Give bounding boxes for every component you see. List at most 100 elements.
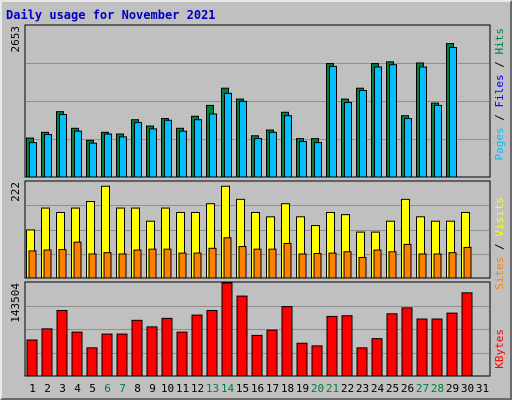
sites-bar-13 bbox=[208, 247, 217, 279]
files-bar-21 bbox=[329, 65, 337, 178]
kbytes-bar-22 bbox=[341, 315, 353, 377]
sites-bar-19 bbox=[298, 253, 307, 279]
kbytes-bar-9 bbox=[146, 326, 158, 377]
sites-bar-6 bbox=[103, 252, 112, 279]
sites-bar-23 bbox=[358, 256, 367, 279]
kbytes-bar-26 bbox=[401, 307, 413, 377]
y-max-label-1: 2653 bbox=[9, 26, 22, 53]
sites-bar-11 bbox=[178, 252, 187, 279]
legend-sites: Sites bbox=[493, 257, 506, 290]
files-bar-4 bbox=[74, 130, 82, 178]
kbytes-bar-29 bbox=[446, 312, 458, 377]
sites-bar-17 bbox=[268, 248, 277, 279]
x-tick-label-28: 28 bbox=[431, 382, 444, 395]
files-bar-20 bbox=[314, 142, 322, 178]
legend-kbytes: KBytes bbox=[493, 329, 506, 369]
legend-1: Pages / Files / Hits bbox=[493, 28, 506, 161]
x-tick-label-2: 2 bbox=[44, 382, 51, 395]
sites-bar-30 bbox=[463, 246, 472, 279]
x-tick-label-5: 5 bbox=[89, 382, 96, 395]
sites-bar-20 bbox=[313, 253, 322, 279]
files-bar-3 bbox=[59, 114, 67, 178]
x-tick-label-10: 10 bbox=[161, 382, 174, 395]
legend-separator: / bbox=[493, 237, 506, 257]
x-tick-label-9: 9 bbox=[149, 382, 156, 395]
x-tick-label-3: 3 bbox=[59, 382, 66, 395]
kbytes-bar-30 bbox=[461, 292, 473, 377]
sites-bar-26 bbox=[403, 243, 412, 279]
kbytes-bar-19 bbox=[296, 342, 308, 377]
files-bar-6 bbox=[104, 133, 112, 178]
sites-bar-15 bbox=[238, 246, 247, 279]
x-tick-label-17: 17 bbox=[266, 382, 279, 395]
kbytes-bar-16 bbox=[251, 334, 263, 377]
kbytes-bar-24 bbox=[371, 338, 383, 377]
sites-bar-3 bbox=[58, 249, 67, 279]
kbytes-bar-13 bbox=[206, 309, 218, 377]
files-bar-2 bbox=[44, 134, 52, 178]
chart-title: Daily usage for November 2021 bbox=[6, 8, 216, 22]
kbytes-bar-11 bbox=[176, 331, 188, 377]
kbytes-bar-17 bbox=[266, 329, 278, 377]
kbytes-bar-10 bbox=[161, 317, 173, 377]
y-max-label-2: 222 bbox=[9, 182, 22, 202]
files-bar-15 bbox=[239, 100, 247, 178]
files-bar-12 bbox=[194, 119, 202, 178]
x-tick-label-30: 30 bbox=[461, 382, 474, 395]
sites-bar-12 bbox=[193, 252, 202, 279]
legend-2: Sites / Visits bbox=[493, 197, 506, 290]
sites-bar-10 bbox=[163, 248, 172, 279]
files-bar-16 bbox=[254, 138, 262, 178]
x-tick-label-18: 18 bbox=[281, 382, 294, 395]
x-tick-label-26: 26 bbox=[401, 382, 414, 395]
files-bar-22 bbox=[344, 102, 352, 178]
files-bar-5 bbox=[89, 142, 97, 178]
kbytes-bar-20 bbox=[311, 345, 323, 377]
sites-bar-1 bbox=[28, 250, 37, 279]
files-bar-14 bbox=[224, 92, 232, 178]
sites-bar-27 bbox=[418, 253, 427, 279]
kbytes-bar-8 bbox=[131, 319, 143, 377]
x-tick-label-15: 15 bbox=[236, 382, 249, 395]
files-bar-17 bbox=[269, 131, 277, 178]
kbytes-bar-12 bbox=[191, 314, 203, 377]
kbytes-bar-3 bbox=[56, 309, 68, 377]
kbytes-bar-27 bbox=[416, 318, 428, 377]
legend-pages: Pages bbox=[493, 127, 506, 160]
files-bar-10 bbox=[164, 119, 172, 178]
files-bar-11 bbox=[179, 130, 187, 178]
sites-bar-18 bbox=[283, 242, 292, 279]
kbytes-bar-25 bbox=[386, 313, 398, 377]
legend-3: KBytes bbox=[493, 329, 506, 369]
x-tick-label-25: 25 bbox=[386, 382, 399, 395]
legend-files: Files bbox=[493, 74, 506, 107]
kbytes-bar-7 bbox=[116, 333, 128, 377]
files-bar-27 bbox=[419, 66, 427, 178]
files-bar-19 bbox=[299, 140, 307, 178]
x-tick-label-7: 7 bbox=[119, 382, 126, 395]
kbytes-bar-21 bbox=[326, 315, 338, 377]
x-tick-label-27: 27 bbox=[416, 382, 429, 395]
files-bar-7 bbox=[119, 136, 127, 178]
x-tick-label-13: 13 bbox=[206, 382, 219, 395]
x-tick-label-8: 8 bbox=[134, 382, 141, 395]
x-tick-label-16: 16 bbox=[251, 382, 264, 395]
legend-visits: Visits bbox=[493, 197, 506, 237]
kbytes-bar-1 bbox=[26, 339, 38, 377]
kbytes-bar-14 bbox=[221, 282, 233, 377]
x-tick-label-1: 1 bbox=[29, 382, 36, 395]
x-tick-label-4: 4 bbox=[74, 382, 81, 395]
files-bar-9 bbox=[149, 128, 157, 178]
files-bar-26 bbox=[404, 118, 412, 178]
sites-bar-22 bbox=[343, 251, 352, 279]
sites-bar-25 bbox=[388, 251, 397, 279]
sites-bar-14 bbox=[223, 237, 232, 279]
sites-bar-8 bbox=[133, 249, 142, 279]
x-tick-label-6: 6 bbox=[104, 382, 111, 395]
files-bar-18 bbox=[284, 115, 292, 178]
kbytes-bar-28 bbox=[431, 318, 443, 377]
files-bar-25 bbox=[389, 64, 397, 178]
x-tick-label-20: 20 bbox=[311, 382, 324, 395]
files-bar-28 bbox=[434, 104, 442, 178]
